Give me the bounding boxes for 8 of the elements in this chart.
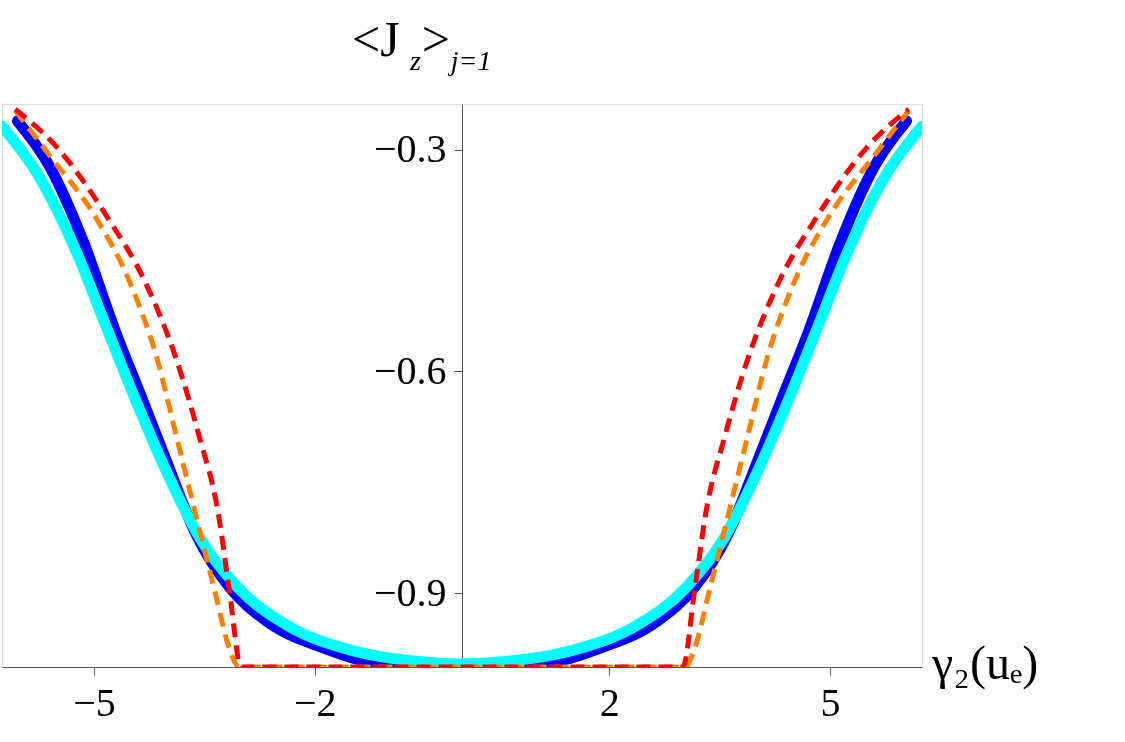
y-tick-label: −0.3 — [373, 126, 447, 172]
x-tick-label: −5 — [73, 679, 116, 725]
x-axis-title: γ₂(uₑ) — [931, 636, 1039, 690]
y-tick-label: −0.6 — [373, 347, 447, 393]
x-tick-label: −2 — [294, 679, 337, 725]
x-tick-label: 5 — [820, 679, 841, 725]
y-tick-label: −0.9 — [373, 569, 447, 615]
x-tick-label: 2 — [599, 679, 620, 725]
